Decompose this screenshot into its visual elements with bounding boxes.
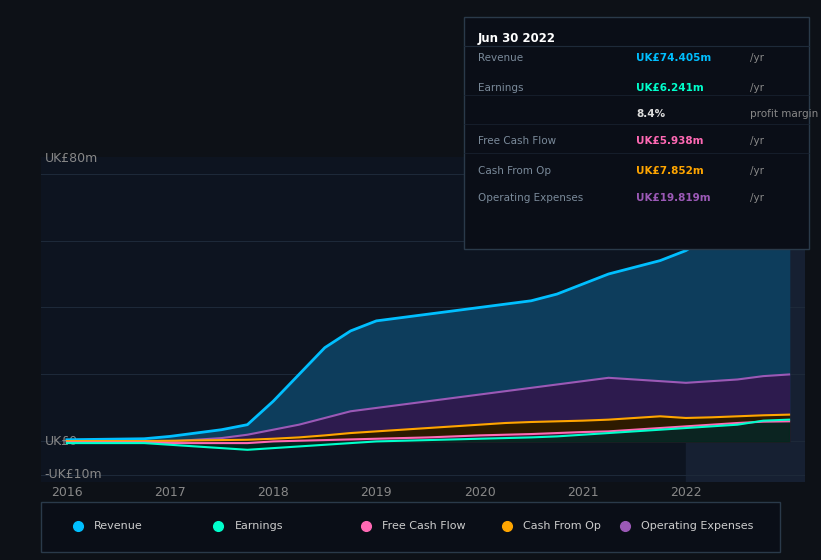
Text: Cash From Op: Cash From Op — [478, 166, 551, 175]
Text: Free Cash Flow: Free Cash Flow — [478, 137, 556, 147]
Text: /yr: /yr — [750, 166, 764, 175]
Text: /yr: /yr — [750, 53, 764, 63]
Text: Revenue: Revenue — [94, 521, 143, 531]
Text: Operating Expenses: Operating Expenses — [478, 193, 583, 203]
Text: Earnings: Earnings — [478, 83, 523, 93]
Bar — [686, 157, 805, 482]
Text: -UK£10m: -UK£10m — [45, 468, 103, 482]
Text: profit margin: profit margin — [750, 109, 819, 119]
Text: Earnings: Earnings — [235, 521, 283, 531]
Text: /yr: /yr — [750, 193, 764, 203]
Text: Free Cash Flow: Free Cash Flow — [383, 521, 466, 531]
Text: Cash From Op: Cash From Op — [523, 521, 601, 531]
Bar — [41, 502, 780, 552]
Text: /yr: /yr — [750, 137, 764, 147]
Text: 8.4%: 8.4% — [636, 109, 665, 119]
Text: UK£0: UK£0 — [45, 435, 78, 448]
Text: UK£7.852m: UK£7.852m — [636, 166, 704, 175]
Text: /yr: /yr — [750, 83, 764, 93]
Text: UK£19.819m: UK£19.819m — [636, 193, 711, 203]
Text: Jun 30 2022: Jun 30 2022 — [478, 32, 556, 45]
Text: Revenue: Revenue — [478, 53, 523, 63]
Text: UK£6.241m: UK£6.241m — [636, 83, 704, 93]
Text: UK£80m: UK£80m — [45, 152, 99, 165]
Text: Operating Expenses: Operating Expenses — [641, 521, 754, 531]
Text: UK£74.405m: UK£74.405m — [636, 53, 712, 63]
Text: UK£5.938m: UK£5.938m — [636, 137, 704, 147]
